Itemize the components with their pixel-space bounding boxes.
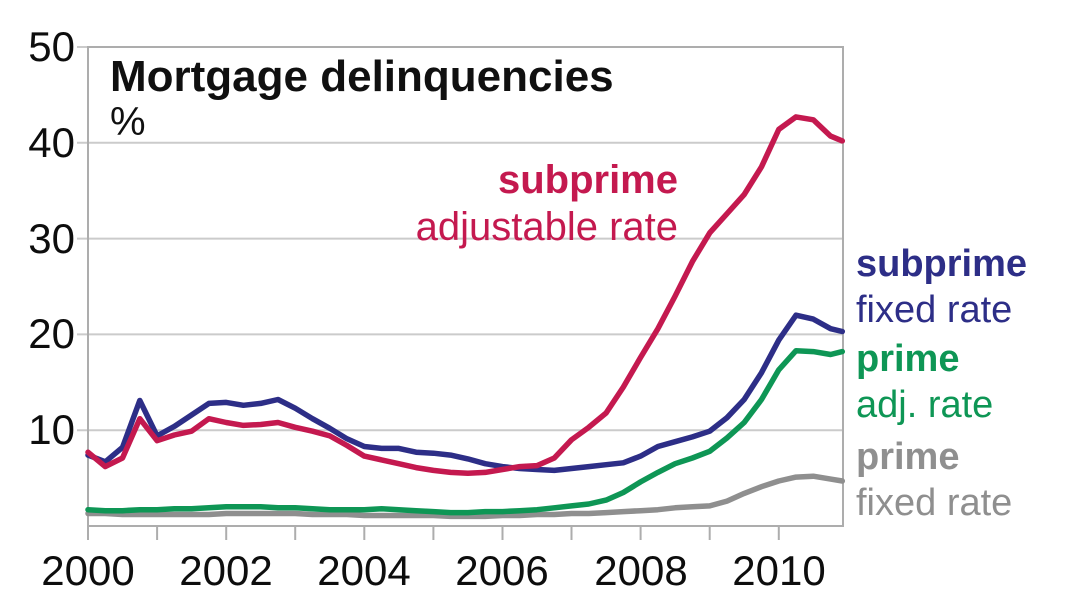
x-tick-label-2002: 2002 [179, 547, 273, 594]
y-tick-label-30: 30 [28, 215, 75, 262]
label-subprime-adjustable-line2: adjustable rate [415, 205, 678, 249]
y-axis-unit: % [110, 100, 146, 144]
y-tick-label-40: 40 [28, 119, 75, 166]
label-subprime-adjustable-rate: subprime adjustable rate [278, 157, 678, 251]
series-line-subprime-fixed-rate [85, 312, 846, 474]
x-axis: 2000 2002 2004 2006 2008 2010 [0, 548, 1080, 598]
x-tick-label-2004: 2004 [317, 547, 411, 594]
series-line-prime-fixed-rate [85, 473, 846, 520]
label-prime-adj-line1: prime [856, 338, 960, 380]
chart-title: Mortgage delinquencies [110, 52, 614, 101]
label-subprime-adjustable-line1: subprime [497, 158, 678, 202]
y-tick-label-20: 20 [28, 310, 75, 357]
label-prime-fixed-line2: fixed rate [856, 482, 1013, 524]
series-line-prime-adj-rate [85, 347, 846, 516]
label-subprime-fixed-rate: subprime fixed rate [856, 241, 1027, 333]
label-prime-adj-line2: adj. rate [856, 384, 994, 426]
label-subprime-fixed-line2: fixed rate [856, 289, 1013, 331]
x-tick-label-2008: 2008 [594, 547, 688, 594]
label-prime-fixed-rate: prime fixed rate [856, 434, 1012, 526]
y-axis: 50 40 30 20 10 [0, 0, 77, 609]
x-tick-label-2006: 2006 [455, 547, 549, 594]
x-tick-label-2010: 2010 [732, 547, 826, 594]
y-tick-label-50: 50 [28, 23, 75, 70]
label-subprime-fixed-line1: subprime [856, 243, 1028, 285]
x-tick-label-2000: 2000 [41, 547, 135, 594]
label-prime-fixed-line1: prime [856, 436, 960, 478]
plot-border [87, 46, 844, 527]
y-tick-label-10: 10 [28, 406, 75, 453]
label-prime-adj-rate: prime adj. rate [856, 336, 993, 428]
series-line-subprime-adjustable-rate [85, 114, 846, 477]
